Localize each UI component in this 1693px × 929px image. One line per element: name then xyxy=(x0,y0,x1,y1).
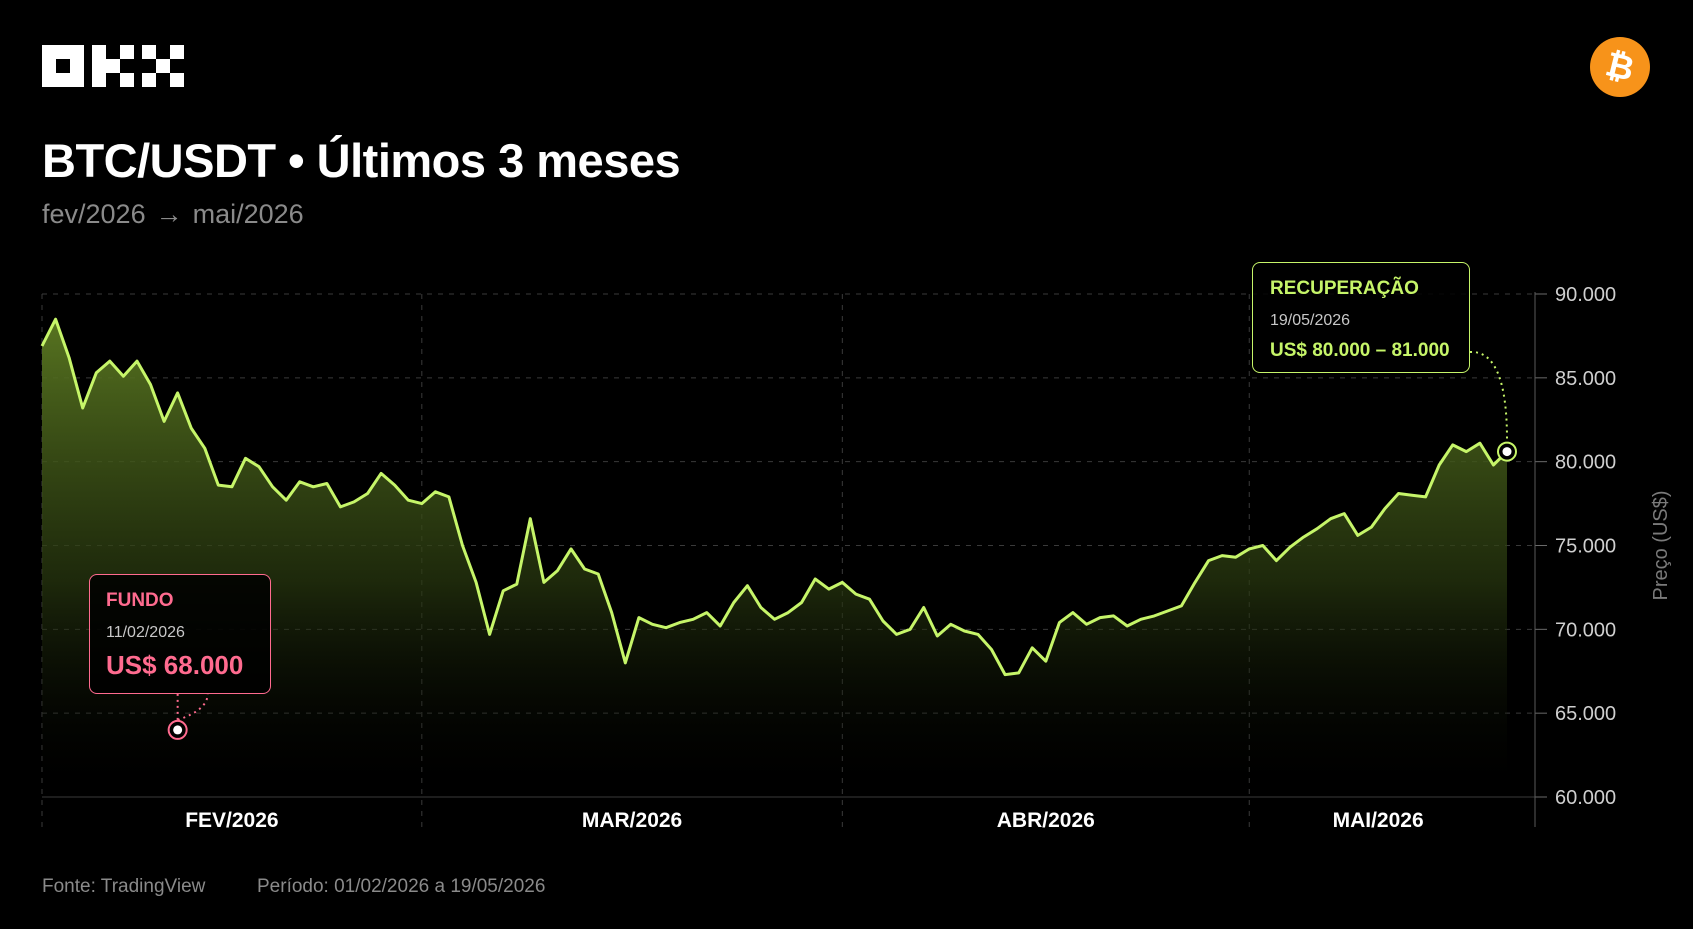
footer-period: Período: 01/02/2026 a 19/05/2026 xyxy=(257,876,546,897)
y-tick-label: 80.000 xyxy=(1555,452,1616,474)
y-tick-label: 60.000 xyxy=(1555,787,1616,809)
low-annotation-value: US$ 68.000 xyxy=(106,650,244,680)
x-tick-label: MAR/2026 xyxy=(582,809,682,832)
footer-source: Fonte: TradingView xyxy=(42,876,206,897)
high-annotation-date: 19/05/2026 xyxy=(1270,312,1351,329)
okx-logo xyxy=(42,45,184,87)
y-tick-label: 65.000 xyxy=(1555,703,1616,725)
y-tick-label: 70.000 xyxy=(1555,619,1616,641)
arrow-icon: → xyxy=(155,199,183,229)
low-point-dot xyxy=(173,725,183,735)
x-tick-label: FEV/2026 xyxy=(185,809,278,832)
low-annotation: FUNDO 11/02/2026 US$ 68.000 xyxy=(89,574,271,694)
annotation-markers xyxy=(167,350,1517,740)
x-tick-label: MAI/2026 xyxy=(1333,809,1424,832)
bitcoin-icon: ₿ xyxy=(1590,37,1650,97)
y-axis-title: Preço (US$) xyxy=(1650,490,1672,600)
high-annotation-label: RECUPERAÇÃO xyxy=(1270,278,1419,299)
subtitle-from: fev/2026 xyxy=(42,199,146,229)
y-tick-label: 85.000 xyxy=(1555,368,1616,390)
high-connector xyxy=(1469,350,1508,440)
y-tick-label: 90.000 xyxy=(1555,284,1616,306)
low-annotation-date: 11/02/2026 xyxy=(106,624,185,641)
low-annotation-label: FUNDO xyxy=(106,590,174,611)
high-annotation: RECUPERAÇÃO 19/05/2026 US$ 80.000 – 81.0… xyxy=(1252,262,1470,373)
price-area xyxy=(42,319,1507,797)
low-connector xyxy=(176,693,209,721)
subtitle-to: mai/2026 xyxy=(192,199,304,229)
bitcoin-glyph: ₿ xyxy=(1601,44,1639,90)
y-tick-label: 75.000 xyxy=(1555,536,1616,558)
axes: 60.000 65.000 70.000 75.000 80.000 85.000 90.0… xyxy=(185,284,1672,832)
chart-subtitle: fev/2026 → mai/2026 xyxy=(42,199,304,230)
high-point-dot xyxy=(1502,447,1512,457)
high-annotation-value: US$ 80.000 – 81.000 xyxy=(1270,340,1450,361)
chart-title: BTC/USDT • Últimos 3 meses xyxy=(42,134,681,187)
x-tick-label: ABR/2026 xyxy=(997,809,1095,832)
price-line xyxy=(40,317,1509,677)
